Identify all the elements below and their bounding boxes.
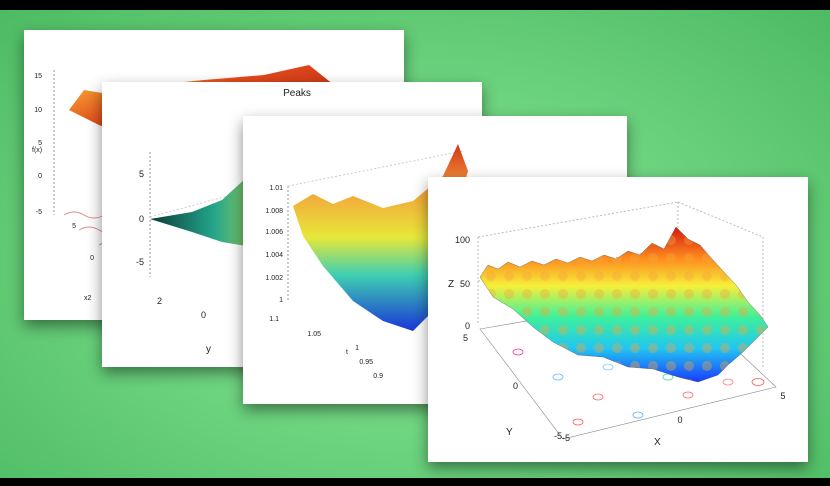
chart-2-title: Peaks (283, 88, 311, 99)
chart-1-z-tick-3: 0 (38, 173, 42, 180)
chart-4-z-tick-0: 100 (455, 235, 470, 245)
chart-3-z-tick-3: 1.004 (265, 252, 283, 259)
chart-1-zlabel: f(x) (32, 147, 42, 154)
chart-1-z-tick-1: 10 (34, 107, 42, 114)
chart-4-z-tick-1: 50 (460, 279, 470, 289)
chart-2-z-tick-1: 0 (139, 214, 144, 224)
chart-4-z-tick-2: 0 (465, 321, 470, 331)
chart-3-z-tick-2: 1.006 (265, 229, 283, 236)
chart-3-x-tick-0: 1.1 (269, 316, 279, 323)
chart-4-xlabel: X (654, 437, 661, 448)
chart-3-z-tick-0: 1.01 (269, 185, 283, 192)
chart-2-z-tick-0: 5 (139, 169, 144, 179)
chart-2-y-tick-1: 0 (201, 310, 206, 320)
chart-1-z-tick-2: 5 (38, 140, 42, 147)
chart-3-z-tick-1: 1.008 (265, 208, 283, 215)
chart-3-xlabel: t (346, 349, 348, 356)
chart-3-x-tick-1: 1.05 (307, 331, 321, 338)
chart-4-y-tick-1: 0 (513, 381, 518, 391)
chart-2-ylabel: y (206, 344, 211, 355)
chart-2-z-tick-2: -5 (136, 257, 144, 267)
chart-2-y-tick-0: 2 (157, 296, 162, 306)
chart-4-y-tick-0: 5 (463, 333, 468, 343)
chart-4-x-tick-0: -5 (562, 433, 570, 443)
chart-4-ylabel: Y (506, 427, 513, 438)
chart-3-x-tick-3: 0.95 (359, 359, 373, 366)
chart-1-z-tick-4: -5 (36, 209, 42, 216)
chart-3-z-tick-4: 1.002 (265, 275, 283, 282)
chart-card-4: 100 50 0 Z 5 0 -5 Y -5 0 5 X (428, 177, 808, 462)
chart-1-y-tick-1: 0 (90, 255, 94, 262)
chart-4-zlabel: Z (448, 279, 454, 290)
chart-4-contour-projection (512, 348, 765, 426)
chart-3-x-tick-4: 0.9 (373, 373, 383, 380)
chart-4-x-tick-2: 5 (780, 391, 785, 401)
chart-3-z-tick-5: 1 (279, 297, 283, 304)
chart-1-ylabel: x2 (84, 295, 92, 302)
chart-1-z-tick-0: 15 (34, 73, 42, 80)
chart-3-x-tick-2: 1 (355, 345, 359, 352)
chart-4-x-tick-1: 0 (677, 415, 682, 425)
chart-1-y-tick-0: 5 (72, 223, 76, 230)
chart-4-y-tick-2: -5 (554, 431, 562, 441)
chart-3-surface (293, 144, 468, 331)
